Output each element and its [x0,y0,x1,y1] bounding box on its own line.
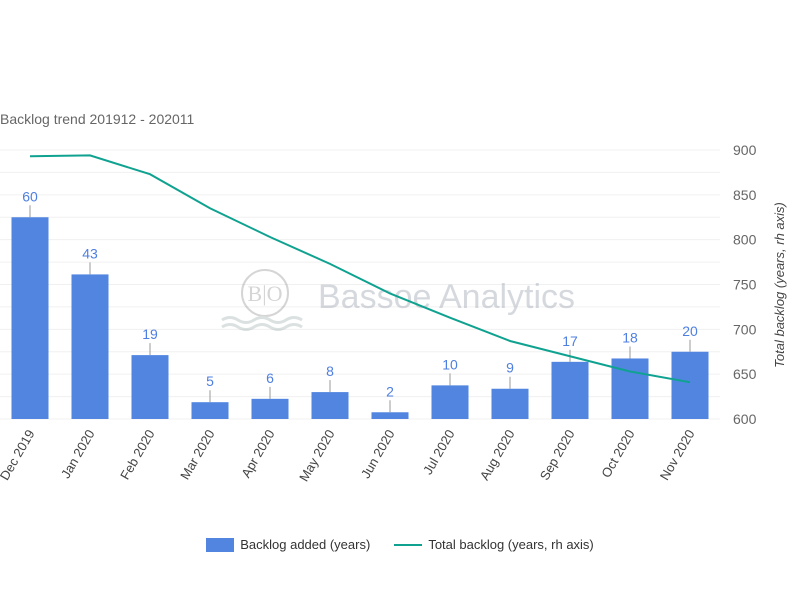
y-tick-label: 650 [733,366,757,382]
bar[interactable] [191,402,229,419]
x-tick-label: Jun 2020 [358,427,398,481]
x-tick-label: Sep 2020 [537,427,578,483]
data-label: 10 [442,356,458,372]
x-tick-label: Apr 2020 [238,427,277,480]
x-tick-label: Dec 2019 [0,427,38,483]
bar[interactable] [311,392,349,419]
data-label: 18 [622,329,638,345]
bar[interactable] [431,385,469,419]
bar[interactable] [551,361,589,419]
total-backlog-line[interactable] [29,154,691,384]
x-tick-label: May 2020 [296,427,338,484]
watermark-logo: B|O Bassoe Analytics [221,269,575,331]
svg-text:B|O: B|O [248,281,283,306]
legend-item-bar[interactable]: Backlog added (years) [206,537,370,552]
bars: 60 43 19 5 6 8 2 10 9 17 18 20 [11,188,709,419]
legend-label: Backlog added (years) [240,537,371,552]
legend-item-line[interactable]: Total backlog (years, rh axis) [394,537,594,552]
watermark-text: Bassoe Analytics [318,278,575,316]
x-tick-label: Oct 2020 [598,427,637,480]
x-tick-label: Jan 2020 [58,427,98,481]
chart-title: Backlog trend 201912 - 202011 [0,111,195,127]
data-label: 9 [506,360,514,376]
x-tick-label: Jul 2020 [420,427,458,477]
data-label: 20 [682,323,698,339]
x-tick-label: Aug 2020 [477,427,518,483]
x-tick-label: Feb 2020 [117,427,157,482]
bar[interactable] [251,398,289,419]
y-tick-label: 850 [733,187,757,203]
bar[interactable] [131,355,169,419]
y-tick-label: 900 [733,142,757,158]
legend-swatch-line [394,543,423,546]
data-label: 2 [386,383,394,399]
data-label: 60 [22,188,38,204]
right-axis-label: Total backlog (years, rh axis) [772,202,787,368]
y-tick-label: 600 [733,411,757,427]
bar[interactable] [491,388,529,419]
data-label: 19 [142,326,158,342]
data-label: 43 [82,245,98,261]
x-axis-ticks: Dec 2019 Jan 2020 Feb 2020 Mar 2020 Apr 2020… [0,427,698,484]
bar[interactable] [371,412,409,419]
y-tick-label: 700 [733,321,757,337]
line-series [29,154,691,384]
data-label: 8 [326,363,334,379]
data-label: 17 [562,333,578,349]
grid [0,149,720,420]
right-axis-ticks: 600 650 700 750 800 850 900 [733,142,757,427]
data-label: 6 [266,370,274,386]
bar[interactable] [11,217,49,419]
y-tick-label: 750 [733,277,757,293]
bar[interactable] [671,351,709,419]
legend-swatch-bar [206,537,235,552]
data-label: 5 [206,373,214,389]
bar[interactable] [71,274,109,419]
legend-label: Total backlog (years, rh axis) [428,537,594,552]
y-tick-label: 800 [733,232,757,248]
legend: Backlog added (years) Total backlog (yea… [0,537,800,552]
x-tick-label: Nov 2020 [657,427,698,483]
x-tick-label: Mar 2020 [177,427,217,482]
